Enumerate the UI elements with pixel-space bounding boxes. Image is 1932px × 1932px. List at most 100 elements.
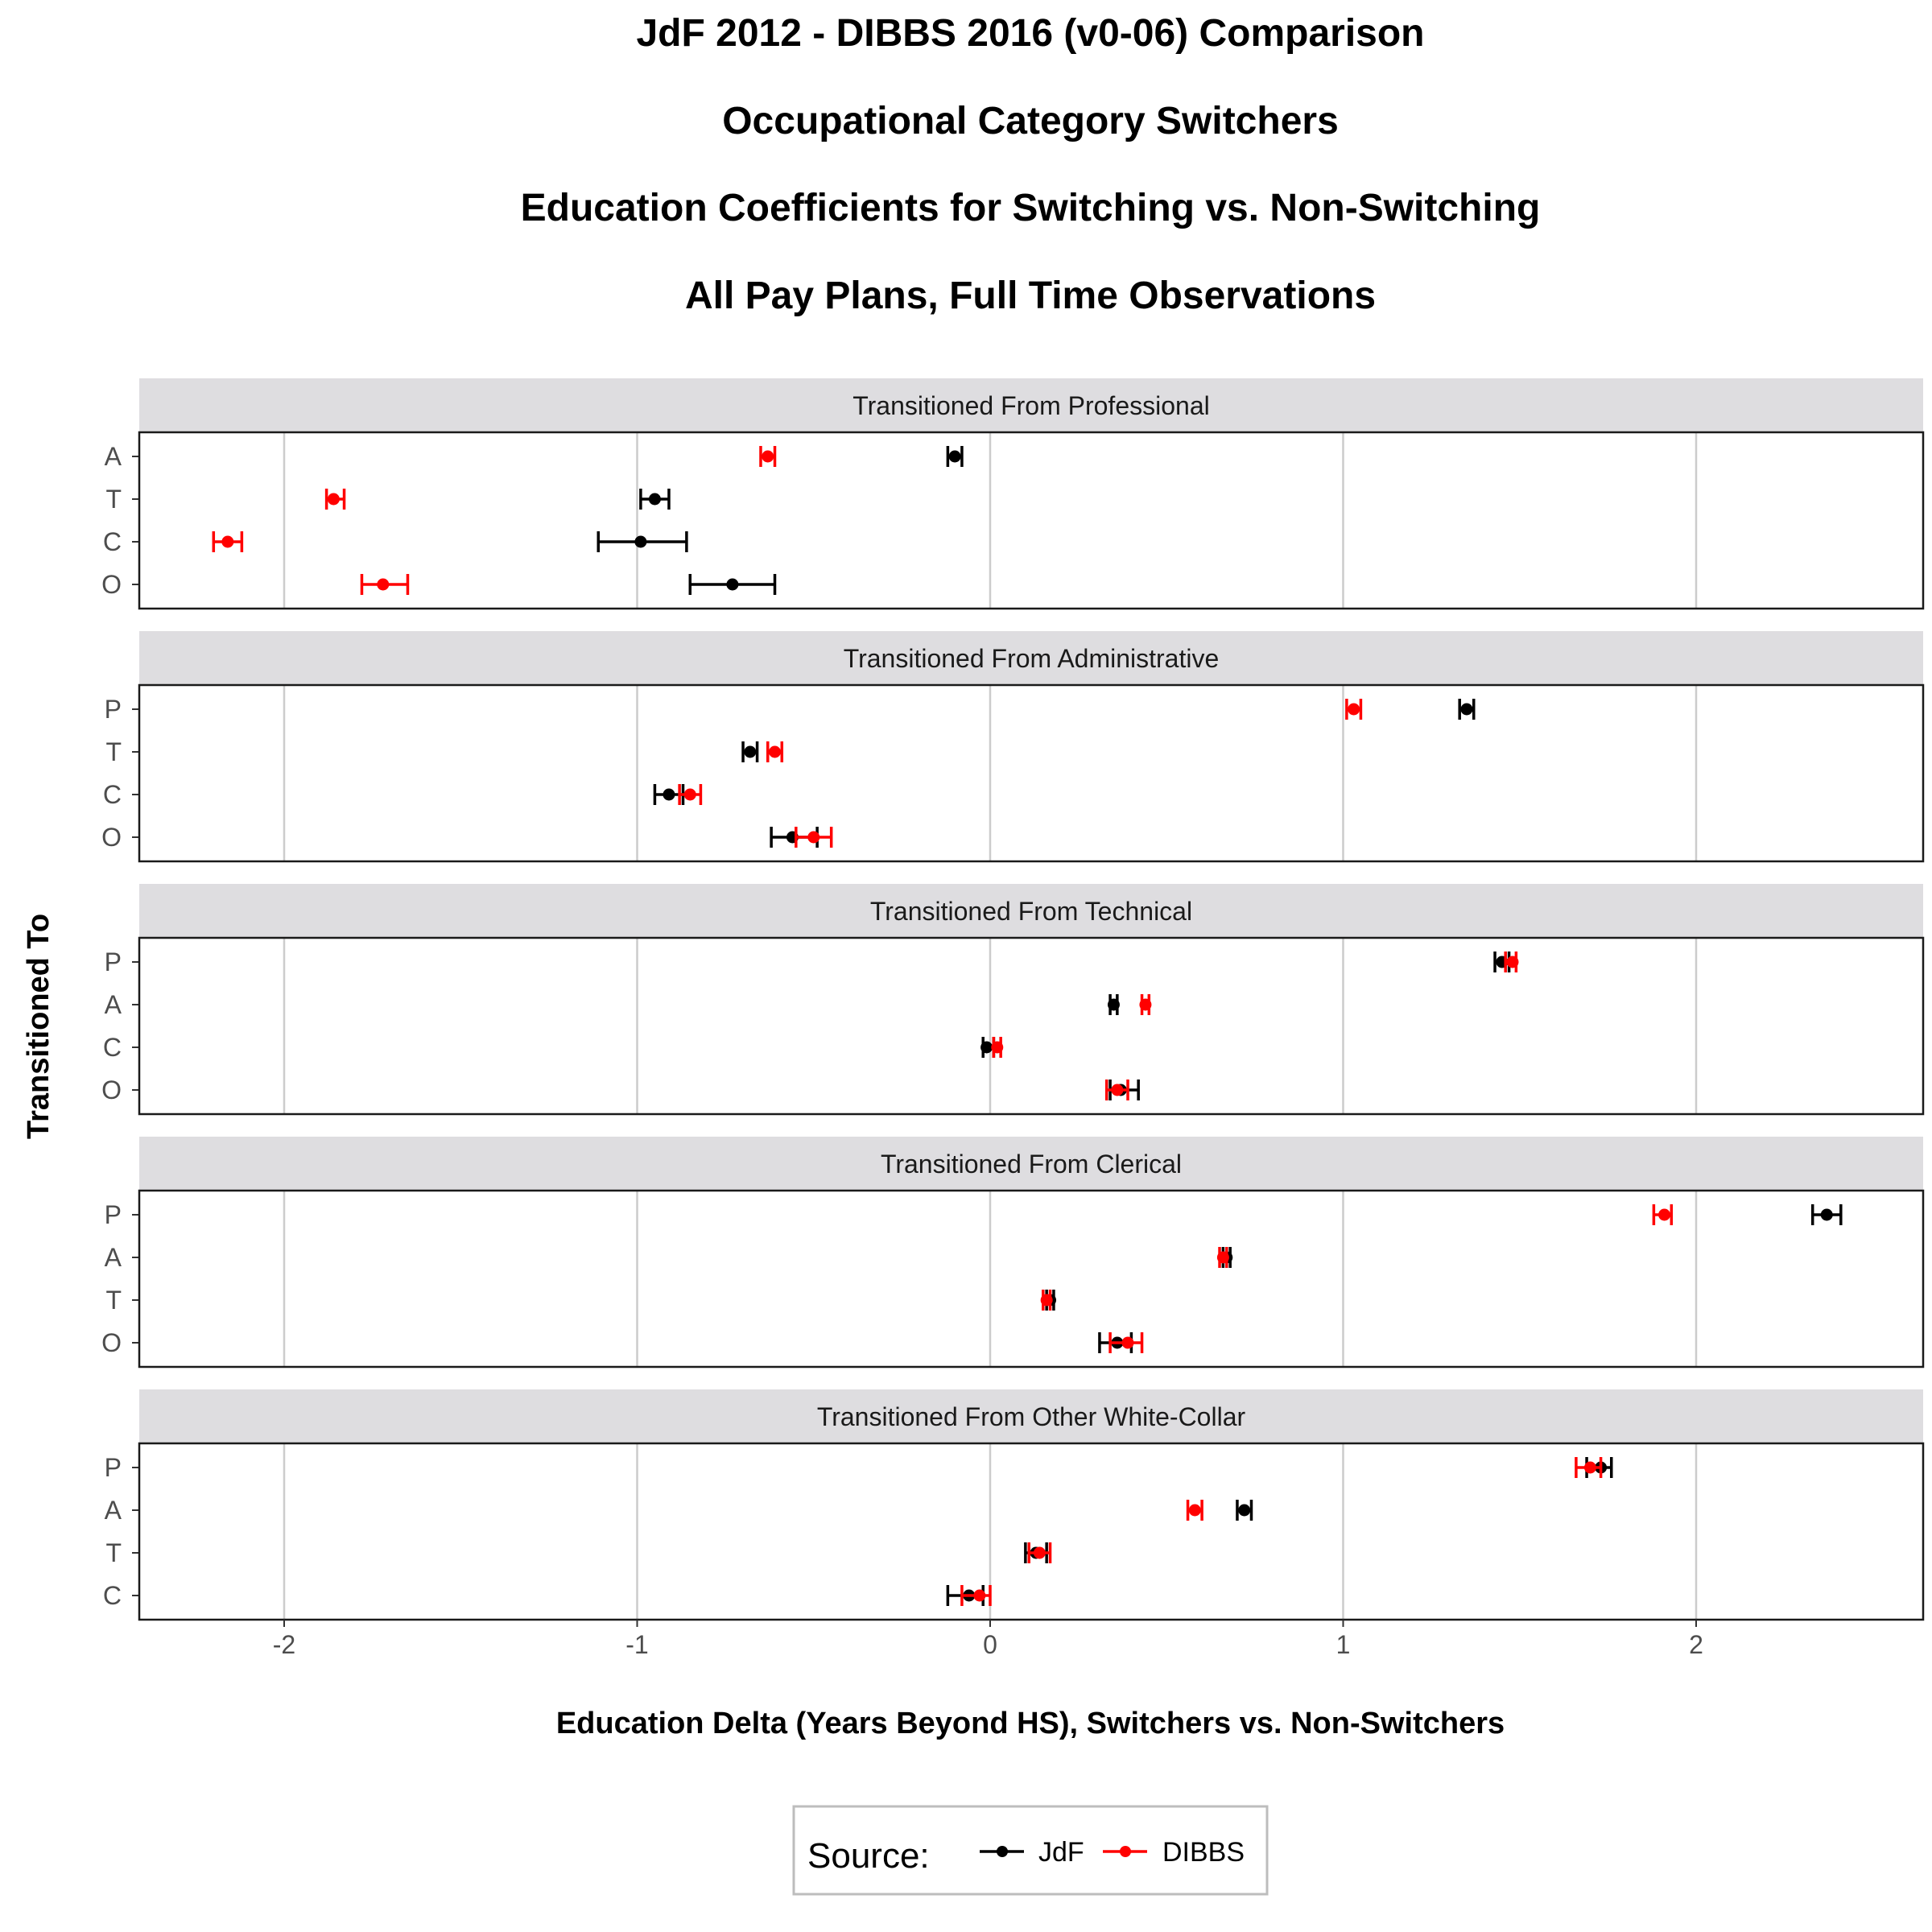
chart-title-line-3: Education Coefficients for Switching vs.… [521,187,1541,229]
series-dibbs [991,952,1519,1100]
series-jdf [597,446,964,595]
y-tick-label: A [105,442,122,471]
y-tick-label: P [105,695,122,724]
y-tick-label: T [105,485,122,514]
data-point [980,1041,993,1054]
gridlines [283,685,1698,861]
chart-title-line-1: JdF 2012 - DIBBS 2016 (v0-06) Comparison [636,12,1424,55]
y-tick-label: T [105,1286,122,1315]
y-tick-label: A [105,1496,122,1525]
data-point [1107,998,1120,1011]
facet-strip-1 [139,378,1923,432]
chart-titles: JdF 2012 - DIBBS 2016 (v0-06) Comparison… [521,12,1541,317]
data-point [1139,998,1152,1011]
data-point [1040,1294,1053,1307]
data-point [1033,1546,1046,1559]
legend-key-jdf-point [997,1846,1008,1857]
data-point [769,745,782,758]
legend-key-dibbs-point [1120,1846,1131,1857]
y-tick-label: O [101,570,122,599]
facet-strip-5 [139,1389,1923,1443]
legend-box [792,1805,1269,1896]
y-tick-label: O [101,1075,122,1104]
x-tick-label: -1 [625,1630,648,1659]
data-point [683,788,696,801]
y-tick-label: P [105,1200,122,1229]
y-tick-label: P [105,1453,122,1482]
data-point [1658,1208,1671,1221]
data-point [1506,956,1519,968]
x-tick-label: 0 [983,1630,997,1659]
data-point [1583,1461,1596,1474]
data-point [744,745,757,758]
y-tick-label: C [103,780,122,809]
data-point [663,788,675,801]
data-point [726,578,739,591]
gridlines [283,938,1698,1114]
facet-strip-label: Transitioned From Technical [870,897,1192,926]
data-point [1121,1336,1134,1349]
legend-title: Source: [807,1836,930,1876]
x-tick-label: -2 [273,1630,295,1659]
data-point [327,493,340,506]
panel-border [138,1189,1925,1368]
legend: Source: JdF DIBBS [792,1805,1269,1896]
x-tick-label: 1 [1336,1630,1351,1659]
data-point [377,578,390,591]
data-point [634,535,647,548]
y-tick-label: A [105,1243,122,1272]
data-point [1820,1208,1833,1221]
gridlines [283,432,1698,609]
series-jdf [653,699,1476,848]
y-tick-label: T [105,1538,122,1567]
y-tick-label: C [103,527,122,556]
facet-strip-label: Transitioned From Clerical [881,1150,1182,1179]
data-point [1188,1504,1201,1517]
series-jdf [980,952,1511,1100]
gridlines [283,1191,1698,1367]
panel-border [138,431,1925,610]
data-point [648,493,661,506]
data-point [991,1041,1004,1054]
facet-strip-label: Transitioned From Administrative [844,644,1220,673]
series-dibbs [212,446,777,595]
x-tick-label: 2 [1689,1630,1703,1659]
facet-strip-2 [139,631,1923,685]
panel-border [138,683,1925,863]
data-point [1111,1084,1124,1096]
x-axis-title: Education Delta (Years Beyond HS), Switc… [556,1707,1505,1740]
data-point [1216,1251,1229,1264]
chart-title-line-4: All Pay Plans, Full Time Observations [685,275,1376,317]
series-dibbs [678,699,1363,848]
data-point [1460,703,1473,716]
y-tick-label: C [103,1581,122,1610]
x-axis: -2 -1 0 1 2 [273,1620,1703,1659]
panel-border [138,936,1925,1116]
data-point [973,1589,986,1602]
data-point [762,450,774,463]
legend-key-dibbs [1103,1846,1147,1857]
legend-label-dibbs: DIBBS [1162,1837,1245,1868]
series-dibbs [1040,1204,1674,1353]
y-axis-title: Transitioned To [22,914,56,1139]
data-point [1348,703,1360,716]
data-point [948,450,961,463]
data-point [1238,1504,1251,1517]
facet-strip-3 [139,884,1923,938]
chart-title-line-2: Occupational Category Switchers [722,100,1339,142]
facet-strip-label: Transitioned From Professional [852,391,1209,420]
legend-label-jdf: JdF [1038,1837,1084,1868]
y-tick-label: A [105,990,122,1019]
y-tick-label: O [101,1328,122,1357]
data-point [807,831,820,844]
legend-key-jdf [980,1846,1024,1857]
data-point [221,535,234,548]
facet-panels: Transitioned From ProfessionalATCOTransi… [101,378,1925,1621]
gridlines [283,1443,1698,1620]
